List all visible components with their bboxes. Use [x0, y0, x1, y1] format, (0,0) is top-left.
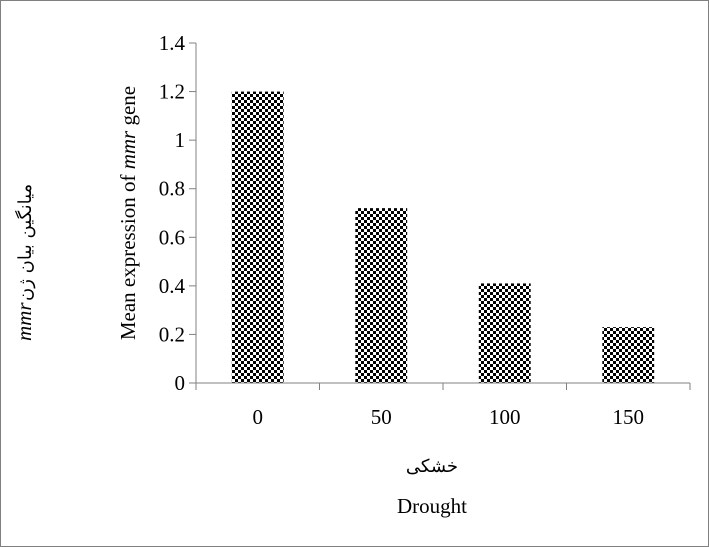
- ylabel-gene: mmr: [116, 130, 140, 169]
- y-tick-label-0.4: 0.4: [159, 274, 186, 298]
- y-tick-label-0.6: 0.6: [159, 225, 185, 249]
- bar-150: [602, 327, 655, 383]
- ylabel-fa-text: میانگین بیان ژن: [14, 184, 36, 301]
- ylabel-fa-gene: mmr: [12, 302, 36, 341]
- y-axis-label-english: Mean expression of mmr gene: [116, 86, 140, 340]
- bar-50: [355, 208, 408, 383]
- y-tick-label-1.4: 1.4: [159, 31, 186, 55]
- y-tick-label-0.2: 0.2: [159, 322, 185, 346]
- x-ticks-group: 0 50 100 150: [195, 383, 691, 429]
- x-tick-label-100: 100: [489, 405, 521, 429]
- bar-100: [478, 283, 531, 383]
- svg-text:mmr: mmr: [12, 302, 36, 341]
- x-tick-label-50: 50: [371, 405, 392, 429]
- x-axis-label-english: Drought: [397, 494, 467, 518]
- ylabel-suffix: gene: [116, 86, 140, 126]
- y-tick-label-1.2: 1.2: [159, 80, 185, 104]
- x-axis-label-persian: خشکی: [406, 456, 458, 477]
- y-axis-label-persian: mmr میانگین بیان ژن: [12, 184, 36, 341]
- bar-0: [231, 91, 284, 384]
- x-tick-label-150: 150: [613, 405, 645, 429]
- ylabel-prefix: Mean expression of: [116, 175, 140, 341]
- y-ticks-group: 0 0.2 0.4 0.6 0.8 1 1.2 1.4: [159, 31, 196, 395]
- y-tick-label-1: 1: [175, 128, 186, 152]
- bars-group: [231, 91, 655, 384]
- y-tick-label-0.8: 0.8: [159, 177, 185, 201]
- svg-text:Mean expression of mmr gene: Mean expression of mmr gene: [116, 86, 140, 340]
- x-tick-label-0: 0: [253, 405, 264, 429]
- y-tick-label-0: 0: [175, 371, 186, 395]
